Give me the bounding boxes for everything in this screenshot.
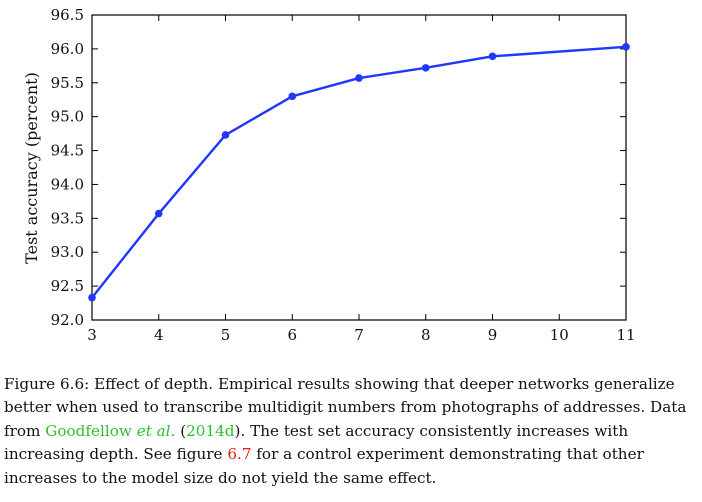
plot-frame	[91, 14, 627, 321]
depth-accuracy-chart: 3 4 5 6 7 8 9 10 11 92.0 92.5 93.0 93.5 94.0 94.5 95.0 9…	[22, 6, 636, 344]
ticks: 3 4 5 6 7 8 9 10 11 92.0 92.5 93.0 93.5 94.0 94.5 95.0 9…	[51, 6, 636, 344]
data-point	[88, 293, 96, 302]
x-tick-label: 9	[488, 326, 498, 344]
citation-link-year[interactable]: 2014d	[186, 421, 235, 440]
data-point	[488, 52, 497, 61]
y-tick-label: 92.0	[51, 311, 84, 329]
data-point	[421, 64, 430, 72]
y-tick-label: 96.0	[51, 40, 84, 58]
x-tick-label: 8	[421, 326, 431, 344]
x-tick-label: 3	[87, 326, 97, 344]
x-tick-label: 11	[616, 326, 635, 344]
figure-ref-link[interactable]: 6.7	[227, 445, 252, 464]
y-tick-label: 96.5	[51, 6, 84, 24]
y-tick-label: 95.0	[51, 108, 84, 126]
series-layer	[88, 43, 630, 302]
y-tick-label: 92.5	[51, 277, 84, 295]
data-point	[221, 131, 230, 139]
y-tick-label: 94.0	[51, 175, 84, 193]
caption-mid: ). The test set accuracy consistently in…	[4, 421, 629, 464]
axes	[91, 14, 627, 321]
citation-link-etal[interactable]: et al.	[136, 421, 176, 440]
caption-paren-open: (	[175, 421, 187, 440]
data-point	[622, 43, 630, 51]
x-tick-label: 4	[154, 326, 164, 344]
figure-caption: Figure 6.6: Effect of depth. Empirical r…	[4, 373, 698, 490]
x-tick-label: 5	[221, 326, 231, 344]
y-tick-label: 93.0	[51, 243, 84, 261]
y-tick-label: 94.5	[51, 142, 84, 160]
x-tick-label: 6	[287, 326, 297, 344]
y-tick-label: 93.5	[51, 209, 84, 227]
caption-lead: Figure 6.6: Effect of depth. Empirical r…	[4, 375, 687, 440]
citation-link-author[interactable]: Goodfellow	[45, 421, 137, 440]
series-line	[91, 45, 627, 299]
caption-tail: for a control experiment demonstrating t…	[4, 445, 644, 487]
y-axis-label: Test accuracy (percent)	[22, 72, 41, 264]
data-point	[154, 209, 163, 218]
data-point	[288, 92, 297, 101]
y-tick-label: 95.5	[51, 74, 84, 92]
data-point	[355, 74, 363, 82]
x-tick-label: 7	[354, 326, 364, 344]
x-tick-label: 10	[550, 326, 569, 344]
